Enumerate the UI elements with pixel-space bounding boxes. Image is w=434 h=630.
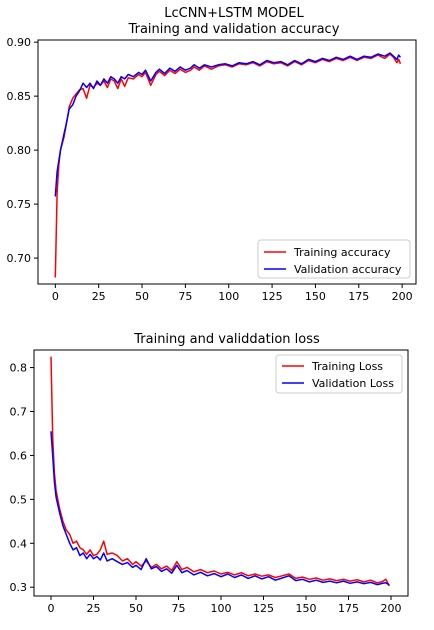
loss-series-lines (50, 356, 390, 587)
accuracy-xtick-label: 175 (348, 290, 369, 303)
accuracy-chart-title: LcCNN+LSTM MODEL (164, 6, 304, 21)
accuracy-chart: LcCNN+LSTM MODEL Training and validation… (7, 6, 417, 303)
loss-xtick-label: 150 (296, 602, 317, 615)
accuracy-xtick-label: 200 (392, 290, 413, 303)
accuracy-ytick-label: 0.90 (7, 36, 32, 49)
accuracy-ytick-label: 0.70 (7, 252, 32, 265)
accuracy-xtick-label: 125 (262, 290, 283, 303)
loss-ytick-label: 0.3 (10, 581, 28, 594)
accuracy-series-lines (54, 52, 402, 278)
accuracy-legend: Training accuracy Validation accuracy (257, 239, 411, 279)
accuracy-x-axis: 0 25 50 75 100 125 150 175 200 (52, 284, 413, 303)
loss-xtick-label: 25 (87, 602, 101, 615)
loss-chart: Training and validdation loss 0 25 50 75 100… (10, 332, 409, 615)
loss-ytick-label: 0.4 (10, 537, 28, 550)
loss-xtick-label: 125 (253, 602, 274, 615)
loss-xtick-label: 200 (381, 602, 402, 615)
accuracy-series-training-line (54, 53, 402, 278)
loss-chart-title: Training and validdation loss (133, 332, 320, 347)
accuracy-xtick-label: 50 (135, 290, 149, 303)
accuracy-legend-training-label: Training accuracy (293, 246, 391, 259)
accuracy-xtick-label: 100 (218, 290, 239, 303)
accuracy-series-validation-line (54, 52, 401, 197)
accuracy-xtick-label: 0 (52, 290, 59, 303)
accuracy-y-axis: 0.70 0.75 0.80 0.85 0.90 (7, 36, 38, 265)
accuracy-ytick-label: 0.85 (7, 90, 32, 103)
accuracy-xtick-label: 25 (92, 290, 106, 303)
accuracy-chart-subtitle: Training and validation accuracy (128, 22, 340, 37)
loss-legend-box (275, 354, 403, 394)
accuracy-plot-frame (37, 39, 417, 285)
accuracy-legend-validation-label: Validation accuracy (294, 263, 402, 276)
loss-legend: Training Loss Validation Loss (275, 354, 403, 394)
accuracy-xtick-label: 75 (178, 290, 192, 303)
loss-x-axis: 0 25 50 75 100 125 150 175 200 (48, 596, 402, 615)
loss-xtick-label: 175 (338, 602, 359, 615)
loss-series-training-line (50, 356, 390, 587)
accuracy-ytick-label: 0.80 (7, 144, 32, 157)
loss-legend-training-label: Training Loss (311, 360, 383, 373)
loss-xtick-label: 75 (172, 602, 186, 615)
loss-xtick-label: 0 (48, 602, 55, 615)
loss-y-axis: 0.3 0.4 0.5 0.6 0.7 0.8 (10, 362, 34, 594)
accuracy-xtick-label: 150 (305, 290, 326, 303)
loss-ytick-label: 0.7 (10, 406, 28, 419)
loss-xtick-label: 100 (211, 602, 232, 615)
loss-ytick-label: 0.5 (10, 493, 28, 506)
accuracy-legend-box (257, 239, 411, 279)
loss-series-validation-line (50, 431, 390, 586)
loss-xtick-label: 50 (129, 602, 143, 615)
accuracy-ytick-label: 0.75 (7, 198, 32, 211)
loss-ytick-label: 0.8 (10, 362, 28, 375)
loss-ytick-label: 0.6 (10, 449, 28, 462)
loss-legend-validation-label: Validation Loss (312, 377, 394, 390)
